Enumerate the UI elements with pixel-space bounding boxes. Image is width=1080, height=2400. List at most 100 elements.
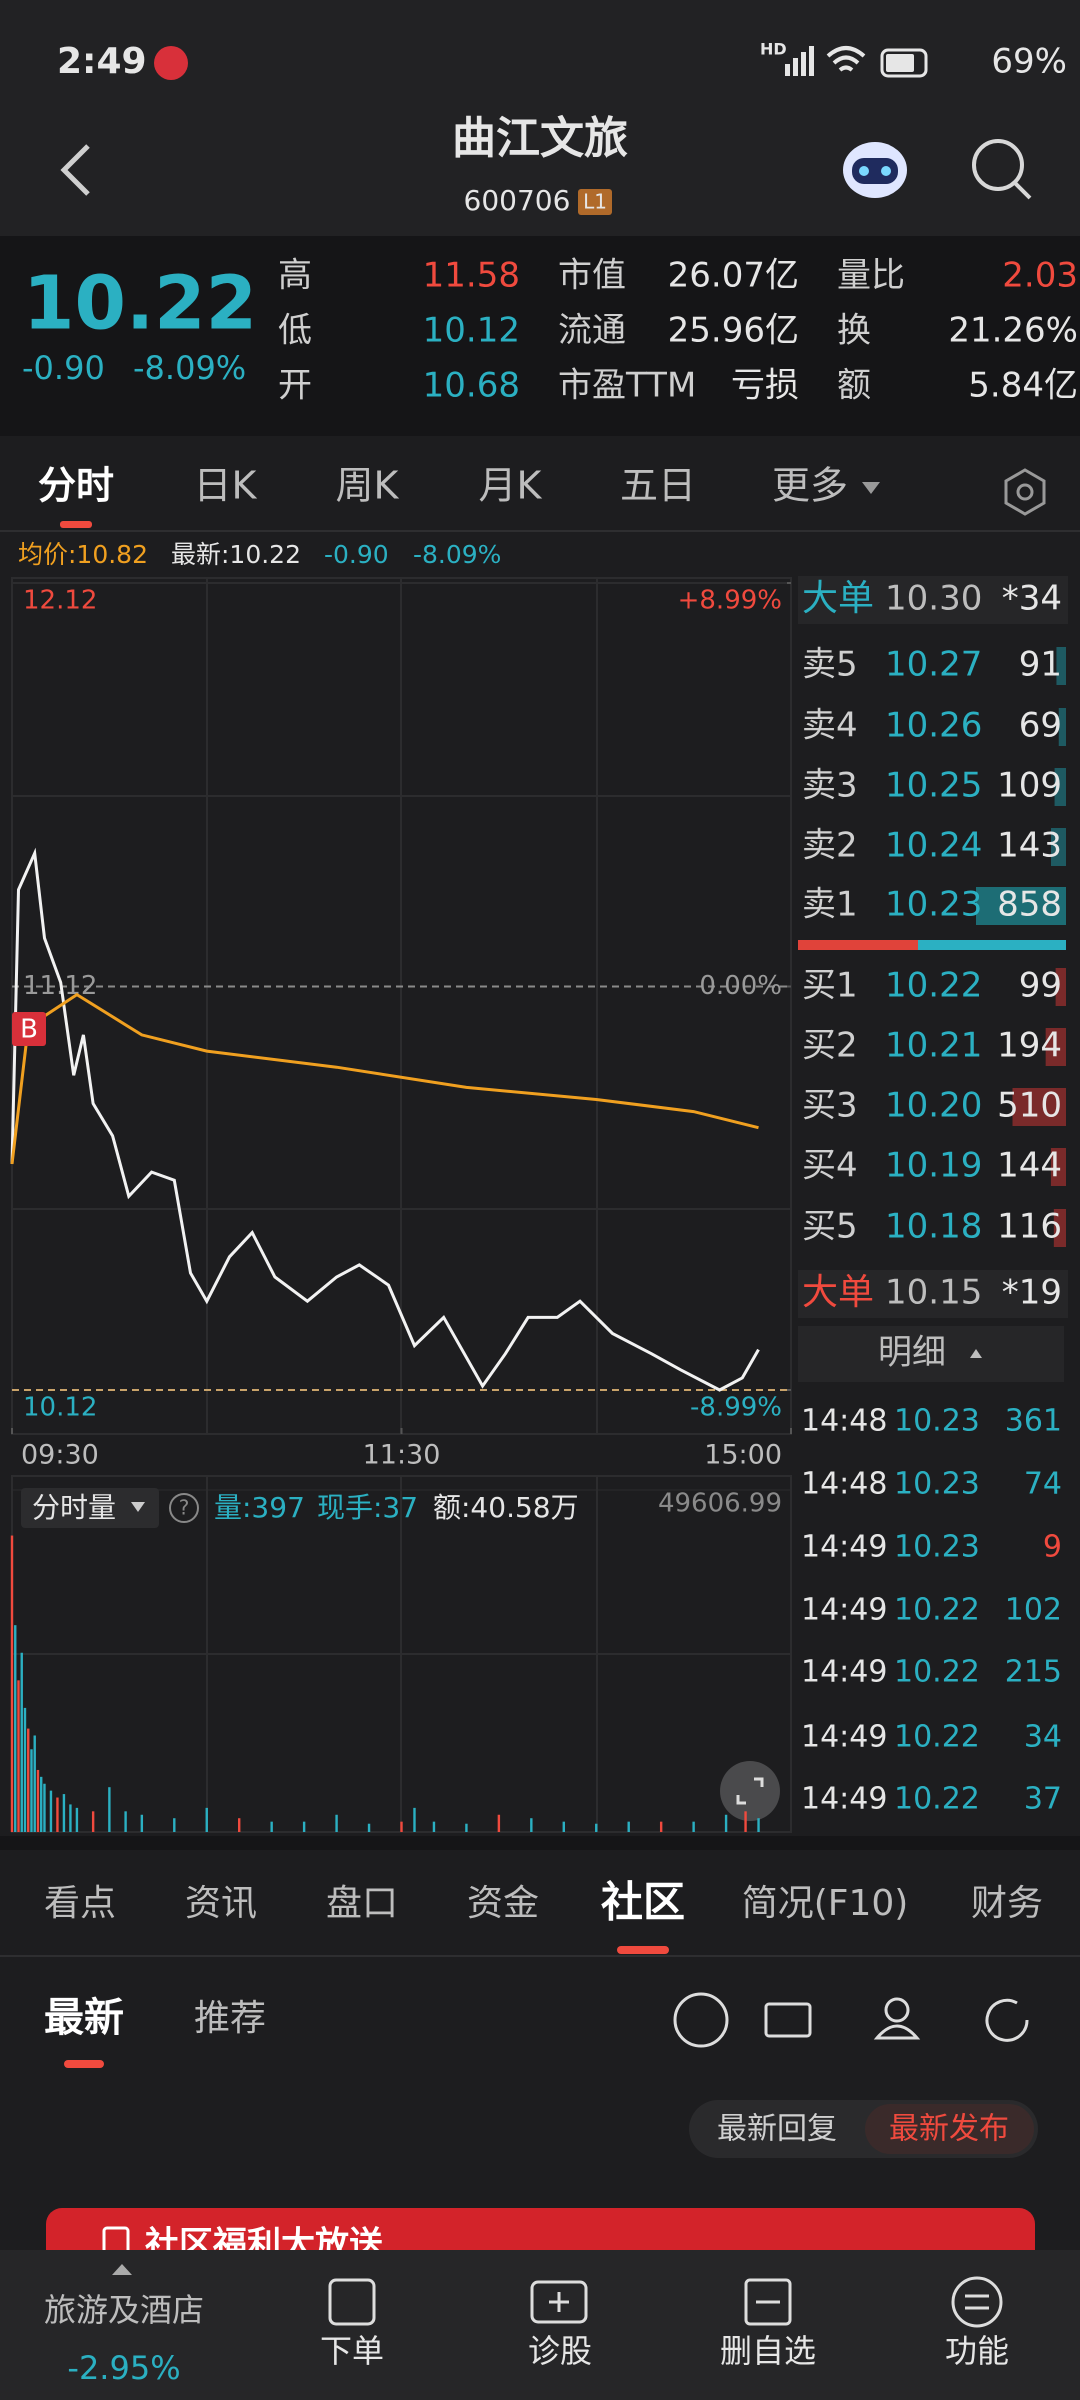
x-tick-label: 15:00 [704, 1440, 782, 1471]
sector-name[interactable]: 旅游及酒店 [44, 2291, 204, 2329]
feed-tab[interactable]: 最新 [44, 1995, 124, 2041]
trade-price: 10.22 [894, 1782, 980, 1817]
sort-button[interactable]: 最新发布 [889, 2112, 1009, 2147]
section-tab[interactable]: 看点 [44, 1883, 116, 1924]
sort-arrow [970, 1349, 982, 1358]
back-button[interactable] [60, 144, 90, 196]
quote-bg [0, 236, 1080, 436]
status-time: 2:49 [57, 41, 147, 82]
header-bg [0, 0, 1080, 236]
ask-label: 卖3 [802, 766, 858, 806]
refresh-icon[interactable] [985, 1998, 1029, 2042]
assistant-button[interactable] [843, 142, 907, 198]
chart-tab[interactable]: 月K [479, 464, 543, 508]
trade-price: 10.22 [894, 1655, 980, 1690]
y-tick-label: 49606.99 [658, 1489, 782, 1519]
volume-bar [49, 1790, 53, 1832]
app-icon [154, 46, 188, 80]
big-buy-volume: *19 [1002, 1273, 1062, 1313]
average-line [10, 992, 759, 1165]
latest-price: 最新:10.22 [171, 540, 301, 569]
chart-tab[interactable]: 更多 [772, 464, 848, 508]
stat-label: 低 [278, 311, 312, 351]
ask-volume-bar [1054, 768, 1066, 806]
stat-label: 换 [837, 311, 871, 351]
feed-tab[interactable]: 推荐 [194, 1998, 266, 2039]
bid-volume-bar [1050, 1148, 1066, 1186]
tabs-bg [0, 436, 1080, 532]
bid-volume: 116 [997, 1207, 1062, 1247]
bid-volume-bar [1012, 1088, 1066, 1126]
volume-selector[interactable] [21, 1488, 159, 1528]
sort-active-bg [865, 2104, 1034, 2154]
bid-volume-bar [1045, 1028, 1066, 1066]
chart-tab[interactable]: 日K [194, 464, 258, 508]
section-tab[interactable]: 财务 [971, 1883, 1043, 1924]
trades-header[interactable]: 明细 [878, 1333, 946, 1373]
ask-volume: 858 [997, 885, 1062, 925]
volume-bar [367, 1823, 371, 1832]
nav-button[interactable]: 功能 [945, 2332, 1009, 2370]
volume-grid [12, 1476, 791, 1832]
section-tab[interactable]: 资讯 [185, 1883, 257, 1924]
trade-price: 10.23 [894, 1467, 980, 1502]
battery-icon [880, 48, 928, 78]
ask-price: 10.25 [885, 766, 982, 806]
nav-button[interactable]: 下单 [320, 2332, 384, 2370]
profile-icon[interactable] [884, 1997, 910, 2023]
stat-value: 10.12 [423, 311, 520, 351]
split-bar-red [798, 940, 918, 950]
nav-icons [328, 2276, 1003, 2328]
ask-price: 10.24 [885, 826, 982, 866]
volume-bar [595, 1823, 598, 1832]
volume-bar [62, 1794, 66, 1832]
sector-arrow-top [112, 2264, 132, 2275]
sort-button[interactable]: 最新回复 [717, 2112, 837, 2147]
volume-bar [23, 1707, 27, 1832]
fullscreen-button[interactable] [720, 1761, 780, 1821]
trade-time: 14:49 [801, 1655, 887, 1690]
price-grid [12, 578, 791, 1434]
volume-bar [173, 1818, 176, 1832]
avg-price: 均价:10.82 [18, 540, 148, 569]
message-icon[interactable] [764, 2002, 812, 2038]
price-change: -0.90 [22, 349, 105, 387]
settings-button[interactable] [1004, 468, 1046, 516]
section-tab[interactable]: 资金 [467, 1883, 539, 1924]
section-tab[interactable]: 简况(F10) [742, 1883, 909, 1924]
big-buy-price: 10.15 [885, 1273, 982, 1313]
volume-title[interactable]: 分时量 [32, 1491, 116, 1524]
buy-marker-bg [12, 1012, 46, 1046]
chart-tab[interactable]: 分时 [38, 464, 114, 508]
trades-header-bg [798, 1326, 1064, 1382]
y2-tick-label: -8.99% [690, 1393, 782, 1423]
stat-value: 2.03 [1002, 256, 1078, 296]
section-tab[interactable]: 盘口 [326, 1883, 398, 1924]
bid-volume: 144 [997, 1146, 1062, 1186]
ask-volume: 109 [997, 766, 1062, 806]
stat-label: 开 [278, 366, 312, 406]
big-sell-bg [798, 576, 1068, 624]
volume-bar [56, 1797, 59, 1832]
ask-label: 卖2 [802, 826, 858, 866]
chart-tab[interactable]: 五日 [620, 464, 696, 508]
stat-label: 量比 [837, 256, 905, 296]
nav-button[interactable]: 删自选 [720, 2332, 816, 2370]
topic-icon[interactable] [673, 1992, 729, 2048]
bid-label: 买5 [802, 1207, 858, 1247]
chart-tab[interactable]: 周K [336, 464, 400, 508]
bid-label: 买3 [802, 1086, 858, 1126]
nav-button[interactable]: 诊股 [528, 2332, 592, 2370]
bid-price: 10.18 [885, 1207, 982, 1247]
y2-tick-label: +8.99% [678, 586, 782, 616]
help-icon[interactable] [169, 1493, 199, 1523]
y2-tick-label: 0.00% [699, 971, 782, 1001]
volume-bar [497, 1814, 501, 1832]
stat-label: 流通 [558, 311, 626, 351]
search-button[interactable] [972, 139, 1032, 200]
section-tab[interactable]: 社区 [601, 1878, 685, 1927]
battery-level [886, 54, 914, 72]
big-buy-label: 大单 [802, 1272, 874, 1313]
stock-code: 600706 [464, 184, 571, 217]
